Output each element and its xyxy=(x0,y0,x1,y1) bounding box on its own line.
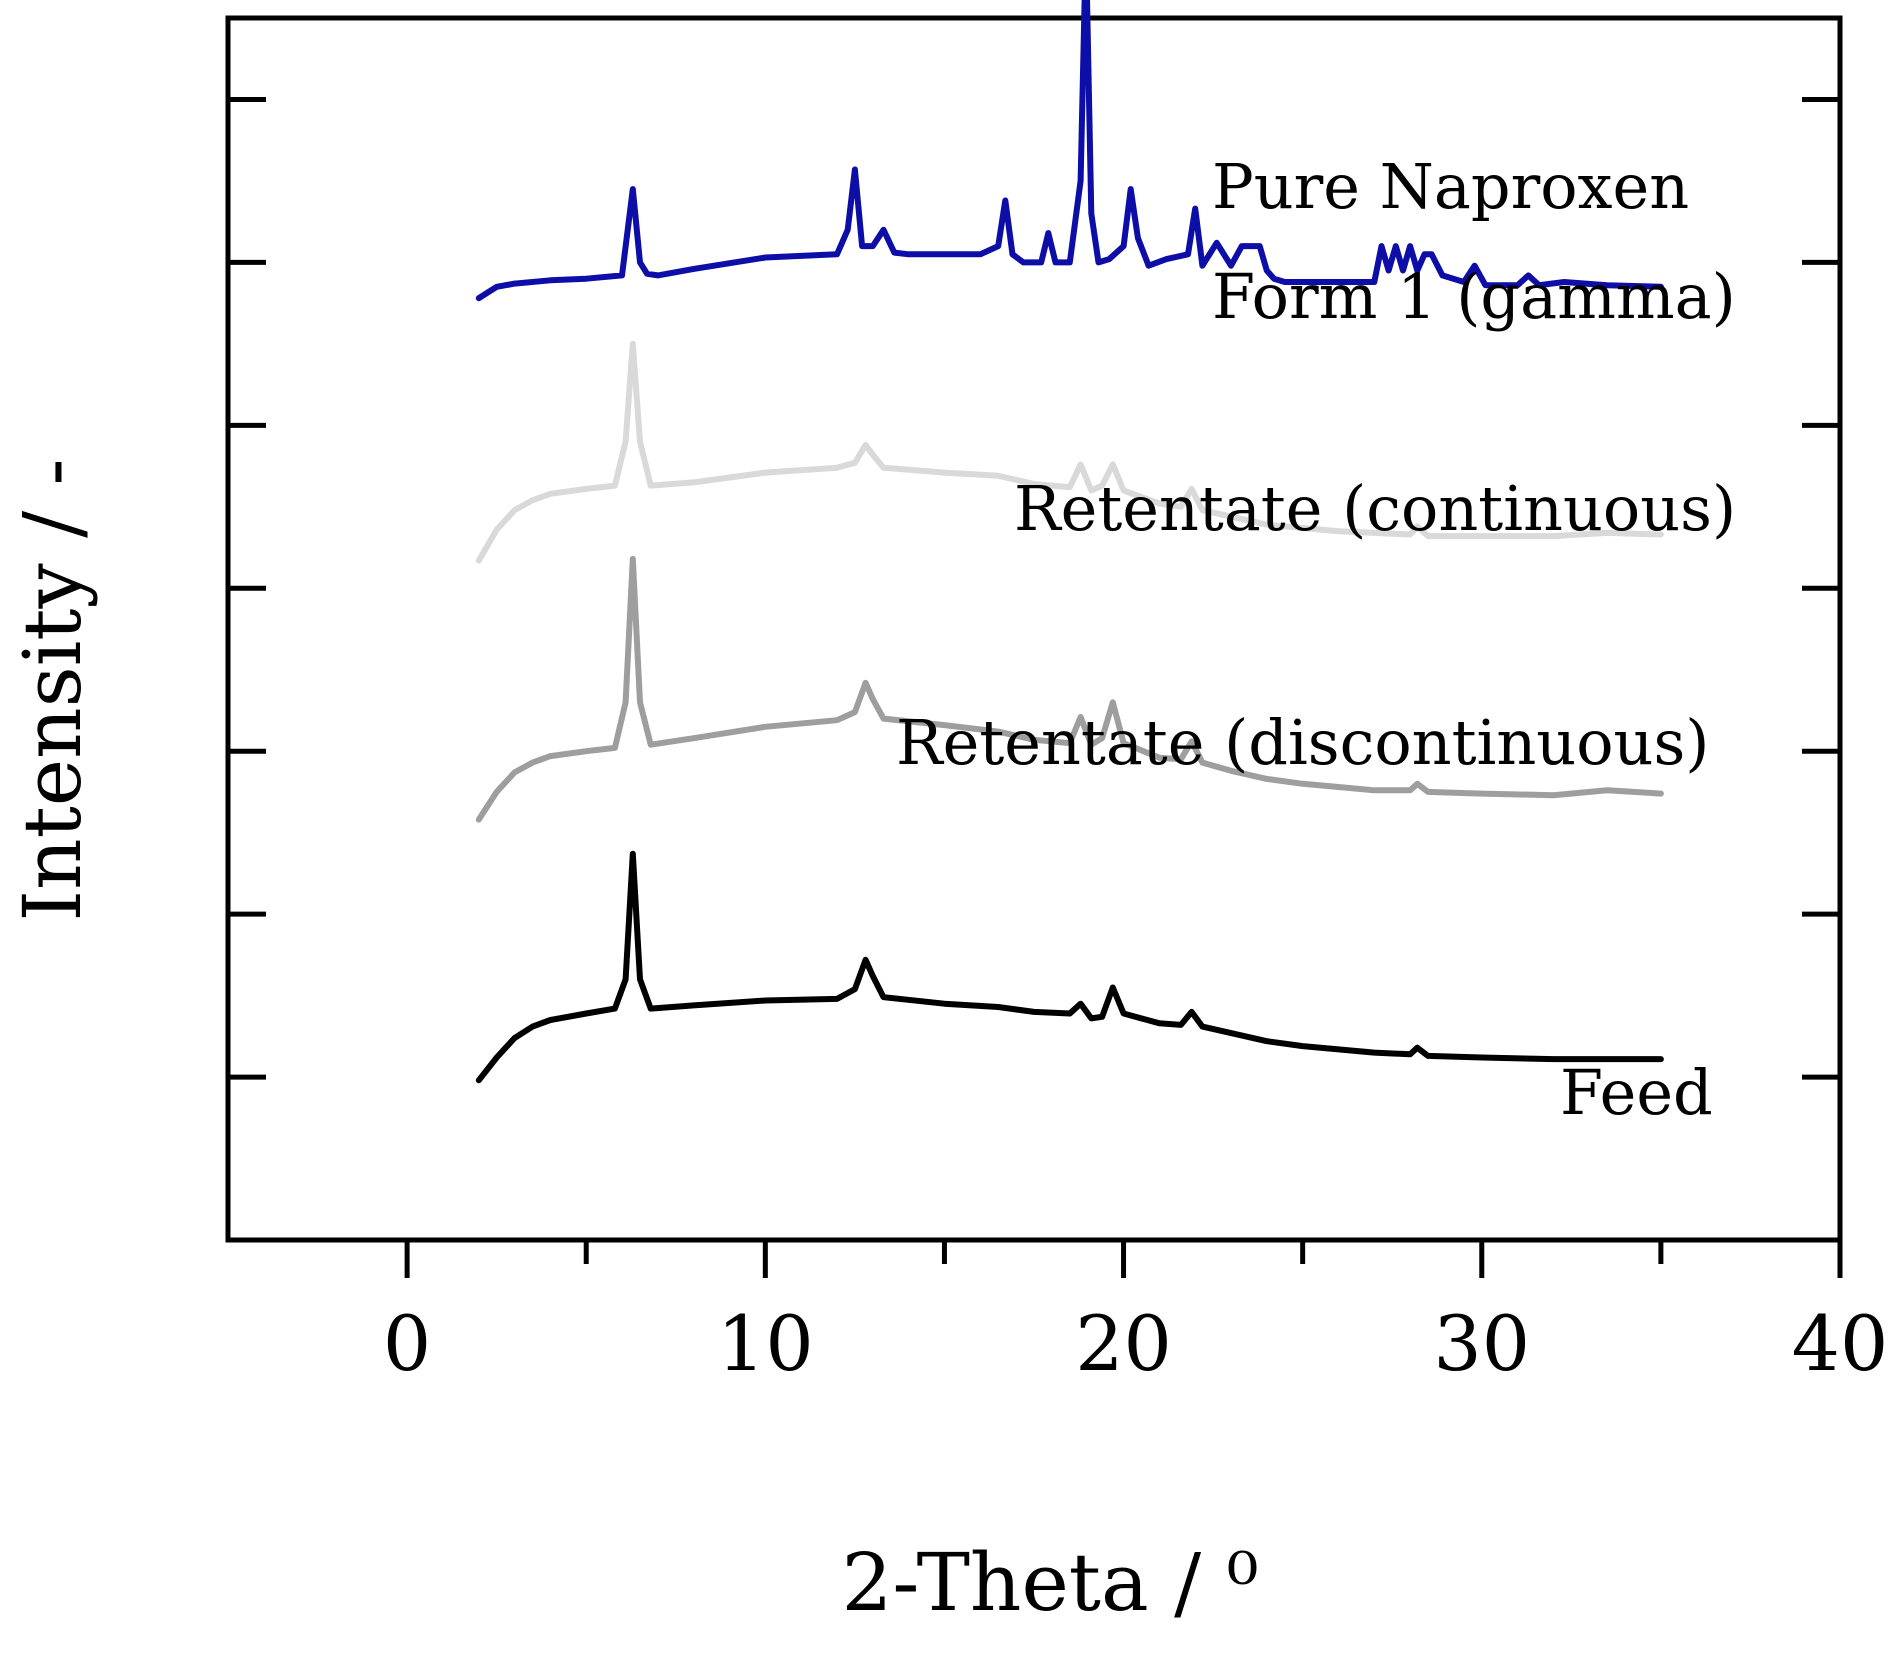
tick-labels: 0 10 20 30 40 xyxy=(383,1299,1888,1388)
series-label-retentate-continuous: Retentate (continuous) xyxy=(1014,472,1736,545)
series-label-pure-naproxen-line1: Pure Naproxen xyxy=(1212,150,1689,223)
series-lines xyxy=(475,0,1664,1084)
series-line-retentate-discontinuous xyxy=(475,555,1664,823)
x-tick-label: 30 xyxy=(1433,1299,1530,1388)
series-line-retentate-continuous xyxy=(475,340,1664,564)
x-tick-label: 40 xyxy=(1792,1299,1889,1388)
x-tick-label: 0 xyxy=(383,1299,431,1388)
series-line-feed xyxy=(475,850,1664,1084)
x-tick-label: 10 xyxy=(717,1299,814,1388)
series-label-feed: Feed xyxy=(1560,1056,1713,1129)
plot-border xyxy=(225,15,1843,1243)
series-label-retentate-discontinuous: Retentate (discontinuous) xyxy=(896,706,1709,779)
axis-ticks xyxy=(228,96,1843,1278)
x-axis-label: 2-Theta / ⁰ xyxy=(841,1536,1258,1629)
x-tick-label: 20 xyxy=(1075,1299,1172,1388)
y-axis-label: Intensity / - xyxy=(6,459,99,922)
series-label-pure-naproxen-line2: Form 1 (gamma) xyxy=(1212,260,1736,333)
plot-frame xyxy=(225,15,1843,1243)
series-line-pure-naproxen-form-1-gamma xyxy=(475,0,1664,302)
